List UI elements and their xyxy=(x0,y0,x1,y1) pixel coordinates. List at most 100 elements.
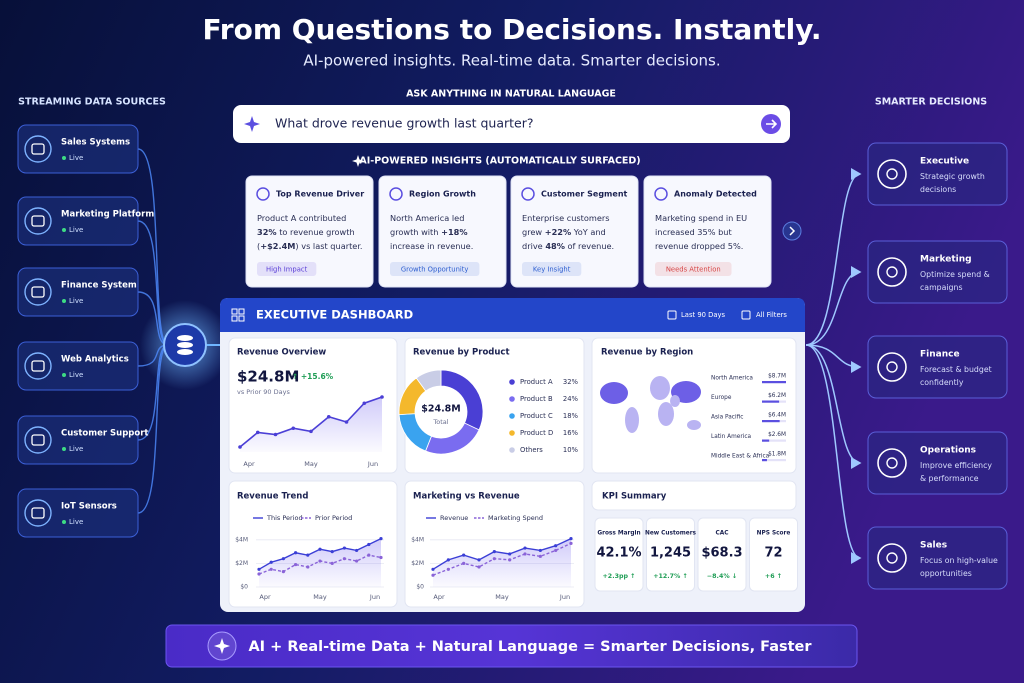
decision-text: Improve efficiency xyxy=(920,461,992,470)
decision-name: Operations xyxy=(920,446,976,456)
insight-segment: to revenue growth xyxy=(277,227,355,237)
subtitle: AI-powered insights. Real-time data. Sma… xyxy=(303,52,720,70)
filter-icon[interactable] xyxy=(667,310,677,320)
point xyxy=(569,537,573,541)
query-box[interactable] xyxy=(233,105,790,143)
point xyxy=(281,557,285,561)
point xyxy=(431,567,435,571)
hub-glyph xyxy=(177,335,193,341)
insight-text: revenue dropped 5%. xyxy=(655,241,743,251)
dashboard-title: EXECUTIVE DASHBOARD xyxy=(256,308,413,322)
point xyxy=(294,562,298,567)
point xyxy=(281,570,285,574)
insight-tag xyxy=(655,262,732,276)
area xyxy=(259,538,381,587)
insight-highlight: +$2.4M xyxy=(260,241,295,251)
source-name: Marketing Platform xyxy=(61,210,154,220)
footer-banner xyxy=(165,624,858,668)
source-card xyxy=(17,415,139,465)
bar xyxy=(762,459,767,462)
insight-icon xyxy=(389,187,403,201)
point xyxy=(492,557,496,561)
insight-text: Marketing spend in EU xyxy=(655,213,747,223)
insight-title: Customer Segment xyxy=(541,190,628,199)
insight-tag-text: Key Insight xyxy=(533,266,571,274)
point xyxy=(462,553,466,557)
decision-text: & performance xyxy=(920,474,979,483)
kpi-change: +12.7% ↑ xyxy=(653,573,688,580)
map-region xyxy=(658,402,674,426)
insight-tag-text: High Impact xyxy=(266,266,308,274)
insight-segment: increased 35% but xyxy=(655,227,732,237)
filter-icon[interactable] xyxy=(741,310,751,320)
connector xyxy=(137,148,169,346)
point xyxy=(355,548,359,553)
grid-icon xyxy=(238,315,245,322)
decision-connector xyxy=(805,344,862,564)
hub-glyph xyxy=(177,342,193,348)
source-icon-glyph xyxy=(31,507,45,519)
insight-highlight: 48% xyxy=(545,241,565,251)
kpi-change: −8.4% ↓ xyxy=(707,573,737,580)
decision-text: Focus on high-value xyxy=(920,556,998,565)
category-label: Latin America xyxy=(711,434,752,440)
decision-text: Optimize spend & xyxy=(920,270,990,279)
status-dot xyxy=(62,156,66,160)
kpi-card xyxy=(594,517,644,592)
y-tick-label: $0 xyxy=(240,584,248,591)
next-arrow xyxy=(789,226,796,236)
category-label: Europe xyxy=(711,395,732,401)
insight-title: Region Growth xyxy=(409,190,476,199)
point xyxy=(446,567,450,571)
point xyxy=(238,445,242,449)
point xyxy=(446,558,450,562)
point xyxy=(269,567,273,571)
insight-text: growth with +18% xyxy=(390,227,468,237)
grid-icon xyxy=(231,308,238,315)
source-name: Sales Systems xyxy=(61,138,130,148)
source-icon xyxy=(24,278,52,306)
card-title: Revenue Trend xyxy=(237,492,308,502)
connector xyxy=(137,344,169,441)
point xyxy=(379,555,383,560)
kpi-change: +2.3pp ↑ xyxy=(603,573,636,580)
decision-text: confidently xyxy=(920,378,964,387)
x-tick-label: Apr xyxy=(243,460,255,468)
legend-label: Prior Period xyxy=(315,514,352,522)
insight-segment: Enterprise customers xyxy=(522,213,610,223)
data-label: $6.4M xyxy=(768,413,786,419)
data-label: 10% xyxy=(563,446,579,454)
kpi-card xyxy=(697,517,747,592)
point xyxy=(330,561,334,566)
sparkle-icon xyxy=(352,155,364,167)
decision-text: decisions xyxy=(920,185,956,194)
decision-icon-glyph xyxy=(886,266,898,278)
data-label: $8.7M xyxy=(768,374,786,380)
grid-icon xyxy=(238,308,245,315)
decision-connector xyxy=(805,266,862,346)
decision-card xyxy=(867,526,1008,590)
point xyxy=(257,567,261,571)
status-dot xyxy=(62,299,66,303)
status-dot xyxy=(62,447,66,451)
legend-label: Marketing Spend xyxy=(488,514,543,522)
connector xyxy=(137,344,169,514)
source-status: Live xyxy=(69,154,83,162)
footer-text: AI + Real-time Data + Natural Language =… xyxy=(248,639,812,655)
source-status: Live xyxy=(69,226,83,234)
status-dot xyxy=(62,373,66,377)
decision-connector xyxy=(805,344,862,373)
kpi-value: 1,245 xyxy=(650,546,691,561)
bar-track xyxy=(762,459,786,462)
point xyxy=(380,395,384,399)
decision-icon xyxy=(877,543,907,573)
kpi-value: $68.3 xyxy=(701,546,742,561)
y-tick-label: $4M xyxy=(235,536,248,543)
kpi-value: $24.8M xyxy=(237,368,299,386)
insight-tag-text: Growth Opportunity xyxy=(401,266,469,274)
point xyxy=(291,426,296,431)
legend-label: Product C xyxy=(520,412,553,420)
next-button[interactable] xyxy=(782,221,802,241)
decision-text: Forecast & budget xyxy=(920,365,992,374)
point xyxy=(344,420,349,424)
